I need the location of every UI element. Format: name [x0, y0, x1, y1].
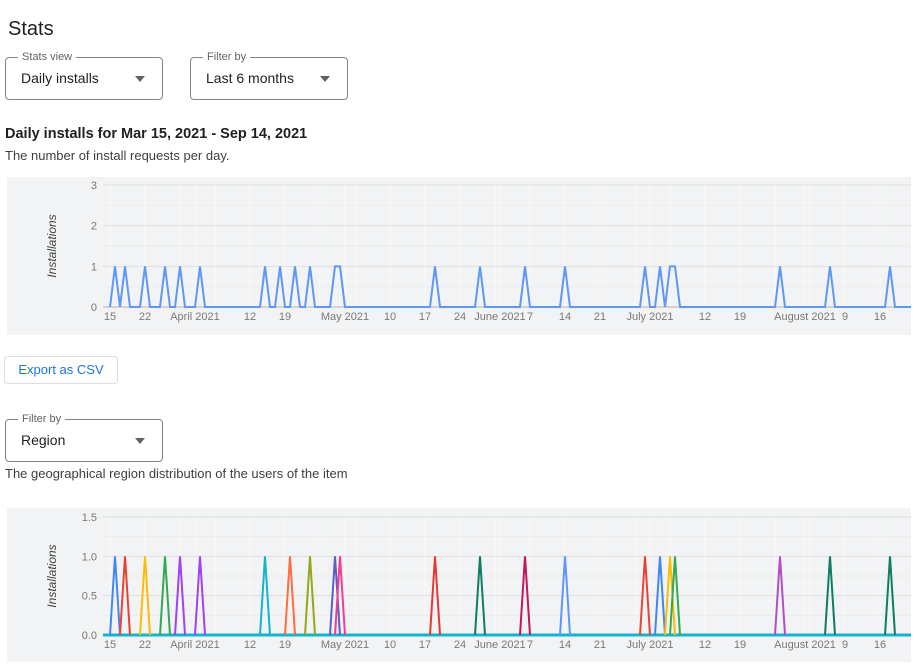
svg-text:24: 24 — [454, 639, 466, 651]
daily-installs-description: The number of install requests per day. — [5, 148, 230, 163]
svg-text:9: 9 — [842, 639, 848, 651]
svg-text:19: 19 — [279, 639, 291, 651]
region-spike — [329, 556, 341, 636]
svg-text:May 2021: May 2021 — [321, 639, 369, 651]
region-spike — [139, 556, 151, 636]
svg-text:2: 2 — [91, 221, 97, 233]
region-spike — [474, 556, 486, 636]
daily-installs-heading: Daily installs for Mar 15, 2021 - Sep 14… — [5, 126, 308, 142]
region-spike — [119, 556, 131, 636]
svg-text:12: 12 — [244, 639, 256, 651]
svg-text:1.5: 1.5 — [82, 512, 97, 524]
region-spike — [159, 556, 171, 636]
svg-text:7: 7 — [527, 639, 533, 651]
svg-text:17: 17 — [419, 311, 431, 323]
region-spike — [884, 556, 896, 636]
region-spike — [194, 556, 206, 636]
daily-installs-chart: 0 1 2 3 15 22 April 2021 12 19 May 2021 10 17 24 June… — [7, 177, 911, 335]
installs-line-series — [109, 265, 911, 308]
svg-text:0: 0 — [91, 302, 97, 314]
svg-text:August 2021: August 2021 — [774, 639, 836, 651]
svg-text:19: 19 — [279, 311, 291, 323]
region-spike — [519, 556, 531, 636]
svg-text:22: 22 — [139, 311, 151, 323]
chevron-down-icon — [320, 76, 330, 82]
svg-text:12: 12 — [699, 311, 711, 323]
filter-by-label: Filter by — [203, 51, 251, 63]
svg-text:22: 22 — [139, 639, 151, 651]
horizontal-gridlines — [103, 184, 911, 288]
stats-view-select[interactable]: Stats view Daily installs — [5, 51, 163, 100]
svg-text:12: 12 — [244, 311, 256, 323]
region-spike — [639, 556, 651, 636]
svg-text:9: 9 — [842, 311, 848, 323]
svg-text:16: 16 — [874, 311, 886, 323]
region-filter-select[interactable]: Filter by Region — [5, 413, 163, 462]
region-spike — [284, 556, 296, 636]
stats-view-value: Daily installs — [21, 70, 99, 86]
svg-text:1.0: 1.0 — [82, 551, 97, 563]
region-spike — [559, 556, 571, 636]
svg-text:August 2021: August 2021 — [774, 311, 836, 323]
region-spike — [429, 556, 441, 636]
svg-text:1: 1 — [91, 261, 97, 273]
svg-text:16: 16 — [874, 639, 886, 651]
svg-text:July 2021: July 2021 — [626, 639, 673, 651]
svg-text:0.0: 0.0 — [82, 630, 97, 642]
svg-text:3: 3 — [91, 180, 97, 192]
svg-text:0.5: 0.5 — [82, 591, 97, 603]
filter-by-select[interactable]: Filter by Last 6 months — [190, 51, 348, 100]
stats-view-label: Stats view — [18, 51, 77, 63]
svg-text:21: 21 — [594, 639, 606, 651]
region-spike — [824, 556, 836, 636]
region-spike — [669, 556, 681, 636]
svg-text:15: 15 — [104, 311, 116, 323]
svg-text:May 2021: May 2021 — [321, 311, 369, 323]
svg-text:14: 14 — [559, 311, 571, 323]
y-axis-title: Installations — [45, 544, 59, 607]
y-axis-labels: 0.0 0.5 1.0 1.5 — [82, 512, 97, 642]
svg-text:June 2021: June 2021 — [474, 639, 525, 651]
region-distribution-svg: 0.0 0.5 1.0 1.5 15 22 April 2021 12 19 May 2021 10… — [45, 512, 911, 651]
region-description: The geographical region distribution of … — [5, 466, 348, 481]
svg-text:15: 15 — [104, 639, 116, 651]
chevron-down-icon — [135, 76, 145, 82]
svg-text:April 2021: April 2021 — [170, 639, 220, 651]
region-spike — [774, 556, 786, 636]
svg-text:April 2021: April 2021 — [170, 311, 220, 323]
region-distribution-chart: 0.0 0.5 1.0 1.5 15 22 April 2021 12 19 May 2021 10… — [7, 508, 911, 662]
svg-text:June 2021: June 2021 — [474, 311, 525, 323]
svg-text:14: 14 — [559, 639, 571, 651]
svg-text:19: 19 — [734, 311, 746, 323]
svg-text:17: 17 — [419, 639, 431, 651]
svg-text:21: 21 — [594, 311, 606, 323]
region-spike — [664, 556, 676, 636]
horizontal-gridlines — [103, 516, 911, 616]
region-filter-label: Filter by — [18, 413, 66, 425]
svg-text:24: 24 — [454, 311, 466, 323]
region-spike — [174, 556, 186, 636]
y-axis-labels: 0 1 2 3 — [91, 180, 97, 314]
x-axis-labels: 15 22 April 2021 12 19 May 2021 10 17 24 June 202… — [104, 311, 886, 323]
region-spike — [334, 556, 346, 636]
svg-text:10: 10 — [384, 311, 396, 323]
region-spike — [304, 556, 316, 636]
svg-text:7: 7 — [527, 311, 533, 323]
svg-text:10: 10 — [384, 639, 396, 651]
svg-text:12: 12 — [699, 639, 711, 651]
export-csv-button[interactable]: Export as CSV — [4, 356, 118, 384]
region-spike — [109, 556, 121, 636]
filter-by-value: Last 6 months — [206, 70, 294, 86]
region-filter-value: Region — [21, 432, 66, 448]
svg-text:July 2021: July 2021 — [626, 311, 673, 323]
page-title: Stats — [8, 18, 54, 41]
region-spike — [654, 556, 666, 636]
region-spike — [259, 556, 271, 636]
y-axis-title: Installations — [45, 214, 59, 277]
x-axis-labels: 15 22 April 2021 12 19 May 2021 10 17 24 June 202… — [104, 639, 886, 651]
svg-text:19: 19 — [734, 639, 746, 651]
chevron-down-icon — [135, 438, 145, 444]
